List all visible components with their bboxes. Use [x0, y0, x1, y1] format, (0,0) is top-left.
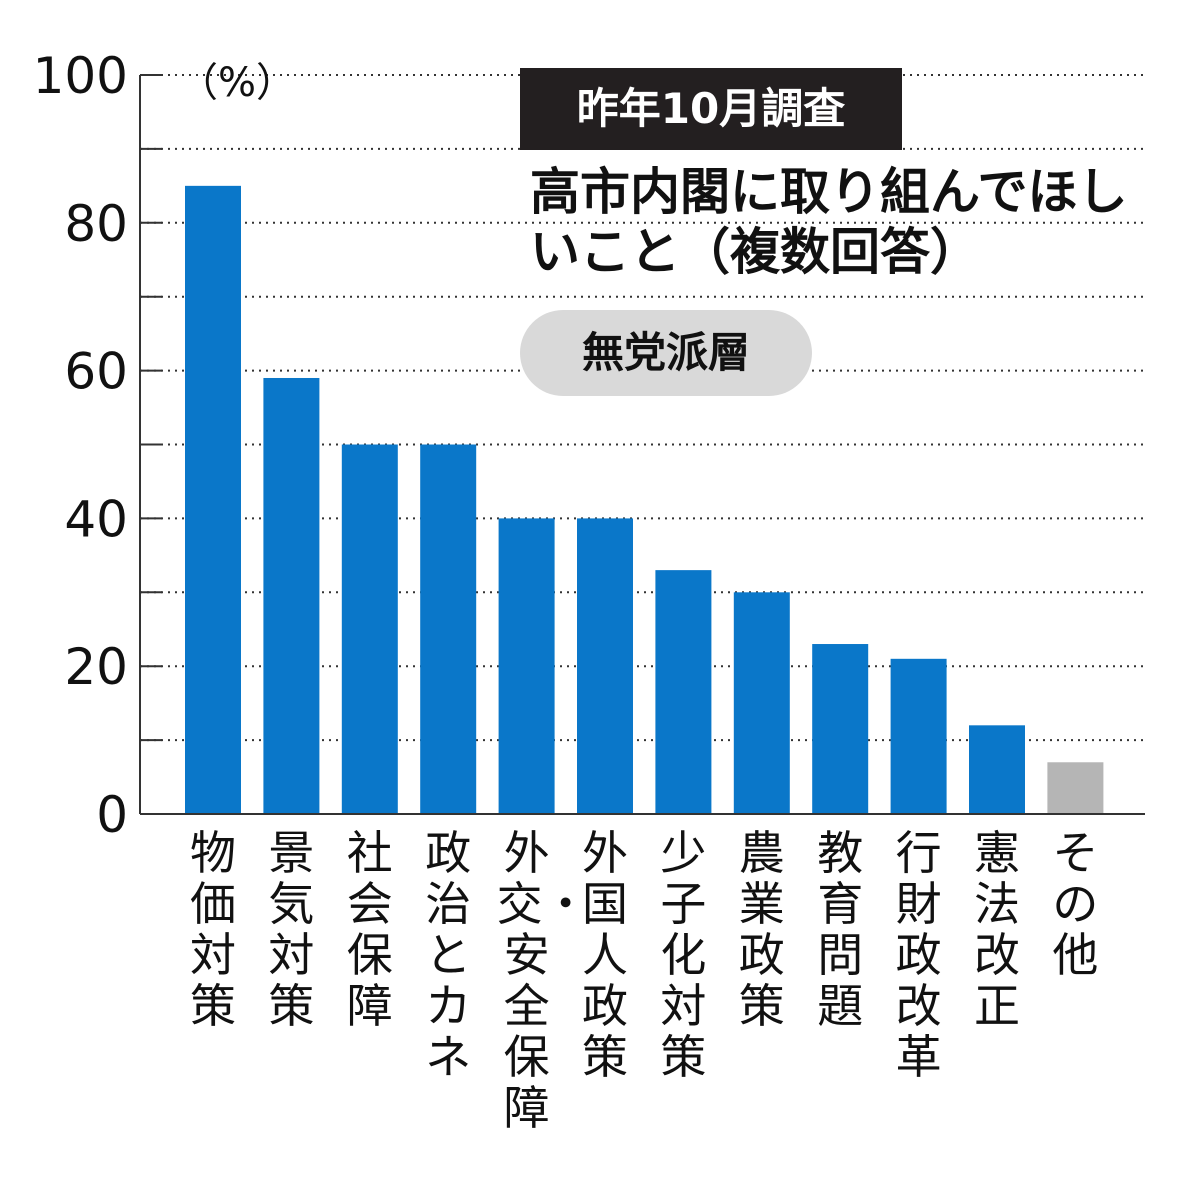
- x-category-label-11: 憲法改正: [974, 826, 1020, 1033]
- x-category-label-10: 行財政改革: [895, 826, 942, 1084]
- x-category-label-5: 外交・安全保障: [496, 826, 589, 1135]
- subgroup-badge: 無党派層: [520, 310, 812, 396]
- x-category-label-6: 外国人政策: [582, 826, 628, 1084]
- y-tick-label-60: 60: [64, 343, 128, 401]
- x-category-label-7: 少子化対策: [660, 826, 707, 1084]
- y-tick-label-100: 100: [33, 47, 128, 105]
- bar-12: [1047, 762, 1104, 814]
- bar-2: [263, 377, 320, 814]
- bar-10: [890, 658, 947, 814]
- bar-5: [498, 518, 555, 814]
- axes: [139, 74, 1145, 815]
- y-unit-label: （%）: [178, 60, 296, 106]
- y-tick-label-0: 0: [96, 786, 128, 844]
- bar-8: [733, 592, 790, 814]
- x-category-label-4: 政治とカネ: [425, 826, 472, 1084]
- bar-9: [812, 644, 869, 814]
- bar-1: [185, 185, 241, 815]
- bar-11: [969, 725, 1025, 814]
- y-tick-label-40: 40: [64, 490, 128, 548]
- bar-3: [341, 444, 398, 814]
- x-category-label-8: 農業政策: [738, 826, 785, 1033]
- bar-7: [655, 570, 712, 814]
- y-tick-labels: 0 20 40 60 80 100: [33, 47, 128, 844]
- y-tick-label-20: 20: [64, 638, 128, 696]
- survey-date-tag: 昨年10月調査: [520, 68, 902, 150]
- x-category-label-9: 教育問題: [817, 826, 864, 1033]
- x-category-label-12: その他: [1052, 826, 1099, 982]
- x-category-label-1: 物価対策: [190, 826, 236, 1033]
- x-category-label-2: 景気対策: [268, 826, 315, 1033]
- bar-4: [420, 444, 477, 814]
- y-tick-label-80: 80: [64, 195, 128, 253]
- bars: [185, 185, 1104, 815]
- x-category-label-3: 社会保障: [346, 826, 393, 1033]
- chart-title: 高市内閣に取り組んでほしいこと（複数回答）: [530, 163, 1128, 281]
- bar-6: [577, 518, 633, 814]
